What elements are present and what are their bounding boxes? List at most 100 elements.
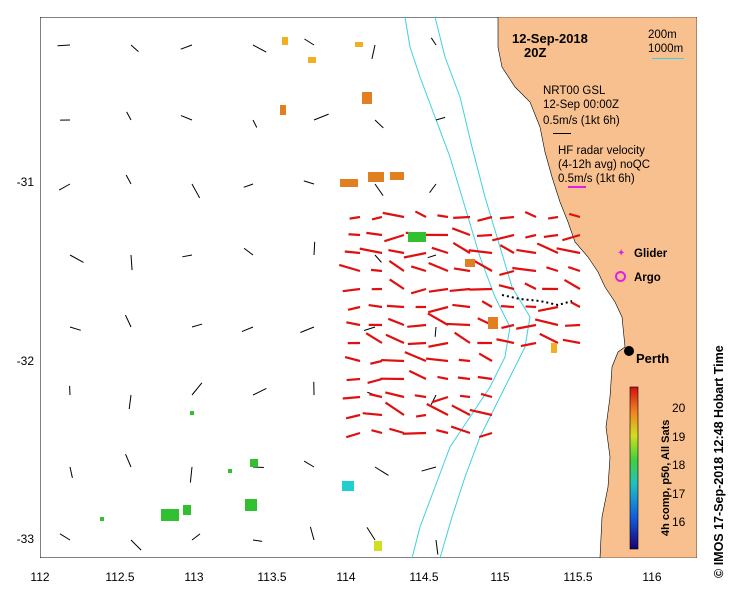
sst-patch	[282, 37, 288, 45]
x-tick: 113	[184, 570, 204, 584]
radar-vector	[547, 215, 559, 220]
model-vector	[363, 326, 376, 331]
radar-vector	[365, 332, 383, 344]
model-vector	[427, 254, 437, 259]
radar-vector	[473, 260, 493, 272]
radar-vector	[524, 282, 537, 290]
model-vector	[180, 115, 193, 121]
radar-vector	[345, 413, 361, 420]
model-vectors	[57, 37, 446, 555]
sst-patch	[488, 317, 498, 329]
model-vector	[191, 323, 203, 328]
radar-vector	[428, 287, 449, 293]
model-vector	[435, 116, 446, 121]
radar-vector	[516, 248, 537, 255]
model-vector	[191, 183, 201, 199]
radar-vector	[512, 266, 537, 273]
sst-patch	[100, 517, 104, 521]
radar-vector	[454, 331, 471, 344]
radar-vectors	[338, 210, 581, 439]
radar-vector	[480, 392, 493, 399]
model-vector	[300, 326, 315, 333]
y-tick: -31	[16, 175, 34, 189]
model-vector	[189, 466, 193, 483]
radar-line2: (4-12h avg) noQC	[558, 159, 651, 171]
sst-patch	[228, 469, 232, 473]
radar-vector	[366, 231, 383, 237]
radar-vector	[349, 215, 361, 220]
x-tick: 112	[30, 570, 50, 584]
model-vector	[125, 454, 132, 468]
radar-vector	[388, 249, 405, 255]
y-tick: -32	[16, 354, 34, 368]
radar-vector	[359, 247, 383, 255]
radar-vector	[453, 267, 471, 273]
x-tick: 115	[490, 570, 510, 584]
radar-vector	[469, 408, 493, 417]
radar-vector	[370, 359, 383, 365]
model-vector	[434, 326, 437, 337]
radar-vector	[428, 305, 449, 314]
depth-1000m-line	[652, 58, 684, 59]
depth-200m: 200m	[648, 29, 677, 41]
x-tick: 116	[642, 570, 662, 584]
radar-vector	[446, 322, 471, 327]
radar-vector	[431, 246, 449, 255]
model-vector	[252, 44, 267, 53]
radar-vector	[525, 233, 537, 239]
radar-vector	[338, 263, 361, 273]
model-vector	[366, 527, 376, 541]
radar-vector	[415, 413, 427, 418]
radar-vector	[469, 287, 493, 291]
sst-patch	[408, 232, 426, 242]
model-vector	[252, 539, 263, 542]
radar-vector	[556, 247, 581, 255]
argo-icon	[615, 271, 626, 282]
model-vector	[421, 466, 437, 472]
radar-vector	[476, 233, 493, 238]
radar-vector	[451, 227, 471, 237]
radar-vector	[457, 376, 471, 381]
colorbar-title: 4h comp, p50, All Sats	[660, 419, 672, 536]
model-vector	[126, 111, 132, 121]
model-vector	[243, 247, 254, 256]
model-vector	[435, 539, 439, 555]
model-vector	[430, 394, 437, 405]
radar-vector	[468, 249, 493, 255]
radar-vector	[478, 431, 493, 439]
x-tick: 114	[336, 570, 356, 584]
model-vector	[69, 326, 81, 331]
radar-vector	[367, 377, 383, 384]
radar-vector	[408, 369, 427, 380]
sst-patch	[340, 179, 358, 187]
radar-vector	[389, 427, 405, 435]
radar-vector	[384, 401, 405, 416]
depth-1000m: 1000m	[648, 43, 684, 55]
radar-vector	[410, 265, 427, 273]
model-date: 12-Sep 00:00Z	[543, 99, 620, 111]
model-vector	[130, 44, 139, 52]
radar-vector	[344, 355, 361, 363]
model-vector	[58, 183, 71, 191]
radar-vector	[500, 305, 515, 309]
model-vector	[130, 254, 133, 271]
model-vector	[429, 183, 437, 193]
header-date: 12-Sep-2018	[512, 31, 588, 46]
model-name: NRT00 GSL	[543, 85, 606, 97]
map-plot	[40, 17, 697, 558]
radar-vector	[562, 233, 581, 242]
radar-vector	[362, 412, 383, 417]
x-tick: 115.5	[563, 570, 593, 584]
colorbar-tick: 16	[672, 515, 686, 529]
radar-vector	[570, 301, 581, 308]
radar-vector	[459, 394, 471, 399]
radar-vector	[407, 323, 427, 328]
radar-vector	[370, 268, 383, 273]
radar-vector	[368, 303, 383, 309]
model-vector	[125, 174, 132, 185]
model-vector	[128, 394, 132, 410]
radar-vector	[520, 341, 537, 348]
radar-vector	[478, 352, 493, 362]
model-vector	[69, 466, 73, 478]
radar-vector	[407, 341, 427, 346]
